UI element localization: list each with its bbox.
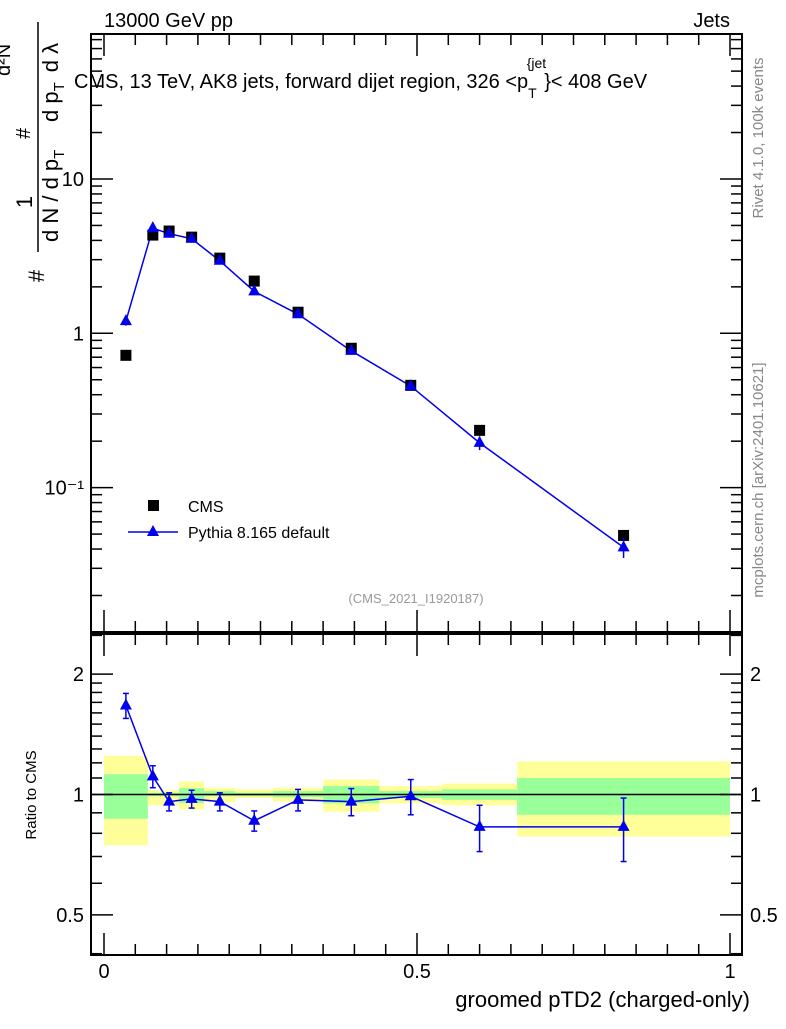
- ratio-data-point: [292, 792, 305, 804]
- cms-data-point: [120, 349, 132, 361]
- pythia-data-point: [404, 379, 417, 391]
- ratio-data-point: [404, 789, 417, 801]
- legend: CMS Pythia 8.165 default: [128, 499, 330, 542]
- ylabel-c: d N / d p: [38, 159, 63, 242]
- title-tail: }< 408 GeV: [544, 71, 648, 93]
- x-tick-label: 0: [98, 961, 109, 983]
- pythia-data-point: [345, 343, 358, 355]
- legend-label-cms: CMS: [188, 499, 224, 516]
- y-tick-label: 10: [62, 169, 84, 191]
- y-tick-label: 1: [73, 323, 84, 345]
- title-sup: {jet: [527, 55, 547, 71]
- mcplots-text: mcplots.cern.ch [arXiv:2401.10621]: [750, 362, 767, 597]
- band-outer: [147, 790, 159, 806]
- ratio-y-tick-label-right: 0.5: [750, 905, 778, 927]
- svg-text:1: 1: [12, 196, 37, 208]
- legend-marker-pythia: [147, 525, 159, 536]
- y-tick-label: 10⁻¹: [45, 478, 85, 500]
- pythia-data-point: [292, 307, 305, 319]
- ratio-y-tick-label-right: 1: [750, 785, 761, 807]
- ratio-data-point: [119, 698, 132, 710]
- rivet-version-text: Rivet 4.1.0, 100k events: [750, 58, 767, 219]
- pythia-data-point: [248, 284, 261, 296]
- x-tick-label: 0.5: [403, 961, 431, 983]
- y-axis-label: # 1 d N / d pT # d²N d pTd λ: [0, 22, 68, 282]
- cms-data-point: [147, 229, 159, 241]
- x-tick-label: 1: [724, 961, 735, 983]
- ylabel-a: #: [24, 269, 49, 282]
- cms-data-point: [474, 424, 486, 436]
- ratio-y-tick-label: 0.5: [56, 905, 84, 927]
- ratio-y-tick-label-right: 2: [750, 664, 761, 686]
- band-inner: [104, 774, 148, 819]
- svg-text:#: #: [24, 269, 49, 282]
- cms-data-point: [248, 275, 260, 287]
- pythia-data-point: [617, 540, 630, 552]
- ratio-data-point: [163, 794, 176, 806]
- pythia-data-point: [163, 226, 176, 238]
- ylabel-h: T: [51, 82, 68, 91]
- pythia-data-point: [146, 221, 159, 233]
- cms-data-point: [618, 529, 630, 541]
- ylabel-d: T: [51, 150, 68, 159]
- ylabel-f: d²N: [0, 44, 15, 76]
- title-main: CMS, 13 TeV, AK8 jets, forward dijet reg…: [74, 71, 528, 93]
- plot-title: CMS, 13 TeV, AK8 jets, forward dijet reg…: [74, 55, 648, 101]
- ylabel-i: d λ: [38, 43, 63, 72]
- ratio-data-point: [213, 794, 226, 806]
- pythia-data-point: [213, 253, 226, 265]
- main-plot-frame: [90, 33, 743, 633]
- pythia-data-point: [119, 314, 132, 326]
- ratio-data-point: [617, 819, 630, 831]
- ratio-y-tick-label: 2: [73, 664, 84, 686]
- title-sub: T: [528, 85, 537, 101]
- pythia-data-point: [473, 435, 486, 447]
- ratio-data-point: [248, 813, 261, 825]
- x-axis-label: groomed pTD2 (charged-only): [455, 987, 750, 1012]
- ylabel-e: #: [13, 127, 35, 139]
- ratio-data-point: [185, 791, 198, 803]
- ylabel-b: 1: [12, 196, 37, 208]
- ratio-y-tick-label: 1: [73, 785, 84, 807]
- svg-text:#: #: [13, 127, 35, 139]
- legend-marker-cms: [148, 500, 159, 511]
- pythia-data-point: [185, 231, 198, 243]
- ylabel-g: d p: [38, 91, 63, 122]
- watermark: (CMS_2021_I1920187): [348, 591, 483, 606]
- ratio-y-label: Ratio to CMS: [23, 750, 40, 839]
- legend-label-pythia: Pythia 8.165 default: [188, 525, 330, 542]
- ratio-data-point: [146, 769, 159, 781]
- ratio-data-point: [345, 794, 358, 806]
- header-right: Jets: [693, 10, 730, 32]
- svg-text:d pTd λ: d pTd λ: [38, 43, 68, 122]
- ratio-data-point: [473, 819, 486, 831]
- svg-text:d²N: d²N: [0, 44, 15, 76]
- svg-text:d N / d pT: d N / d pT: [38, 150, 68, 242]
- header-left: 13000 GeV pp: [104, 10, 233, 32]
